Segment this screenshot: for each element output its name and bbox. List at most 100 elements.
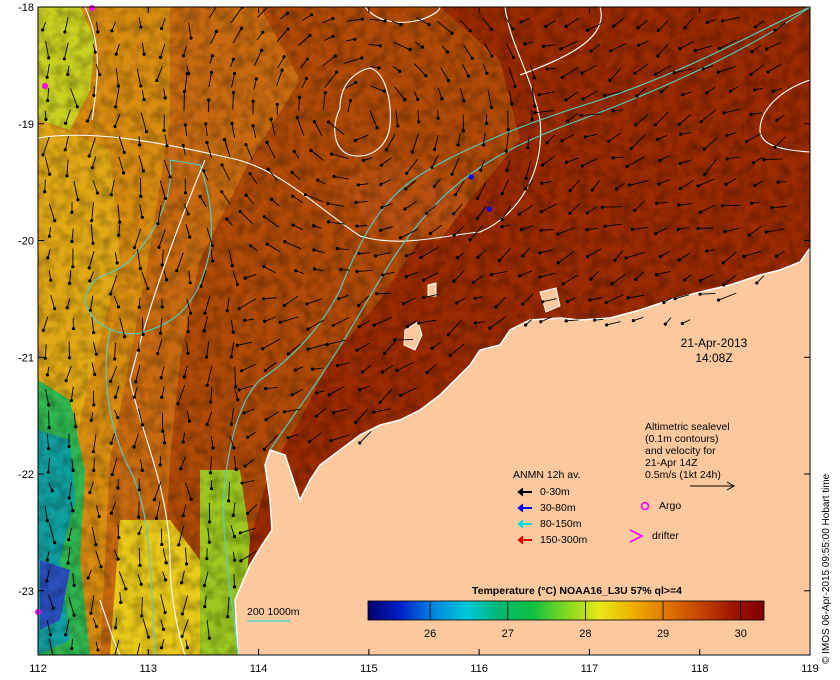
velocity-arrowhead [251,124,255,128]
velocity-arrowhead [323,91,327,95]
velocity-arrow [674,294,690,300]
velocity-arrowhead [234,385,238,389]
velocity-arrow [499,248,511,261]
velocity-arrow [238,298,256,310]
velocity-arrow [656,270,671,276]
colorbar-ticks: 26 27 28 29 30 [424,601,747,640]
velocity-arrowhead [207,98,211,102]
altimetry-line: 0.5m/s (1kt 24h) [645,469,721,481]
velocity-arrowhead [335,246,339,251]
velocity-arrow [569,179,581,191]
velocity-arrow [49,203,56,221]
velocity-arrowhead [580,164,584,168]
velocity-arrowhead [198,194,202,199]
velocity-arrow [313,249,325,254]
velocity-arrowhead [311,224,316,228]
velocity-arrowhead [533,111,537,115]
velocity-arrowhead [373,254,377,258]
velocity-arrow [140,112,147,132]
velocity-arrowhead [295,115,299,120]
velocity-arrow [288,343,301,355]
velocity-arrowhead [771,89,775,93]
velocity-arrowhead [519,227,523,232]
velocity-arrow [183,365,188,378]
velocity-arrow [117,204,121,223]
velocity-arrowhead [627,183,632,187]
velocity-arrow [531,87,536,107]
velocity-arrow [530,64,535,78]
velocity-arrow [267,168,278,182]
velocity-arrowhead [608,78,612,82]
velocity-arrow [431,154,439,168]
velocity-arrowhead [175,268,179,273]
velocity-arrowhead [579,113,583,118]
velocity-arrowhead [476,255,480,259]
velocity-arrowhead [428,231,433,236]
velocity-arrow [164,134,168,146]
velocity-arrow [373,408,391,413]
velocity-arrow [321,18,334,24]
velocity-arrow [508,67,516,87]
velocity-arrowhead [261,347,265,351]
velocity-arrow [142,618,149,638]
velocity-arrowhead [71,265,75,269]
velocity-arrowhead [698,279,702,283]
velocity-arrowhead [333,54,337,58]
velocity-arrow [539,91,555,96]
velocity-arrow [637,19,649,29]
velocity-arrow [450,343,465,356]
velocity-arrowhead [205,355,209,359]
velocity-arrowhead [180,634,184,639]
velocity-arrow [161,18,166,29]
velocity-arrowhead [612,24,616,28]
velocity-arrow [89,481,94,493]
velocity-arrow [382,364,394,373]
velocity-arrowhead [159,376,163,380]
velocity-arrowhead [186,351,190,355]
velocity-arrowhead [237,307,241,311]
velocity-arrow [232,502,236,516]
velocity-arrowhead [156,351,160,356]
velocity-arrow [679,40,695,50]
velocity-arrow [111,21,117,31]
velocity-arrow [91,202,94,221]
velocity-arrowhead [395,368,399,373]
velocity-arrowhead [110,29,114,33]
velocity-arrowhead [64,633,68,637]
velocity-arrow [284,408,301,413]
velocity-arrowhead [470,56,475,60]
velocity-arrow [655,65,672,75]
velocity-arrow [585,133,598,138]
velocity-arrowhead [199,284,203,288]
velocity-arrow [270,119,276,136]
velocity-arrow [71,459,74,471]
velocity-arrow [264,316,277,322]
altimetry-line: and velocity for [645,445,716,457]
velocity-arrow [725,177,737,185]
velocity-arrowhead [589,49,593,53]
velocity-arrow [92,341,97,355]
velocity-arrowhead [254,77,258,81]
colorbar: Temperature (°C) NOAA16_L3U 57% ql>=4 26… [367,585,765,640]
velocity-arrow [359,385,370,391]
velocity-arrowhead [168,175,172,179]
velocity-arrow [292,195,303,203]
velocity-arrowhead [455,301,459,305]
velocity-arrow [206,619,210,639]
velocity-arrowhead [532,76,536,80]
velocity-arrowhead [142,97,146,102]
velocity-arrow [753,156,763,164]
velocity-arrow [115,43,120,55]
velocity-arrowhead [209,400,213,404]
x-tick-label: 117 [581,663,599,675]
velocity-arrowhead [605,323,609,327]
velocity-arrow [404,200,417,210]
velocity-arrowhead [755,281,759,285]
velocity-arrow [114,252,118,264]
velocity-arrowhead [379,182,383,187]
velocity-arrow [587,248,602,257]
velocity-arrowhead [67,538,71,542]
velocity-arrowhead [452,279,456,283]
velocity-arrow [484,42,493,57]
velocity-arrowhead [398,236,403,240]
